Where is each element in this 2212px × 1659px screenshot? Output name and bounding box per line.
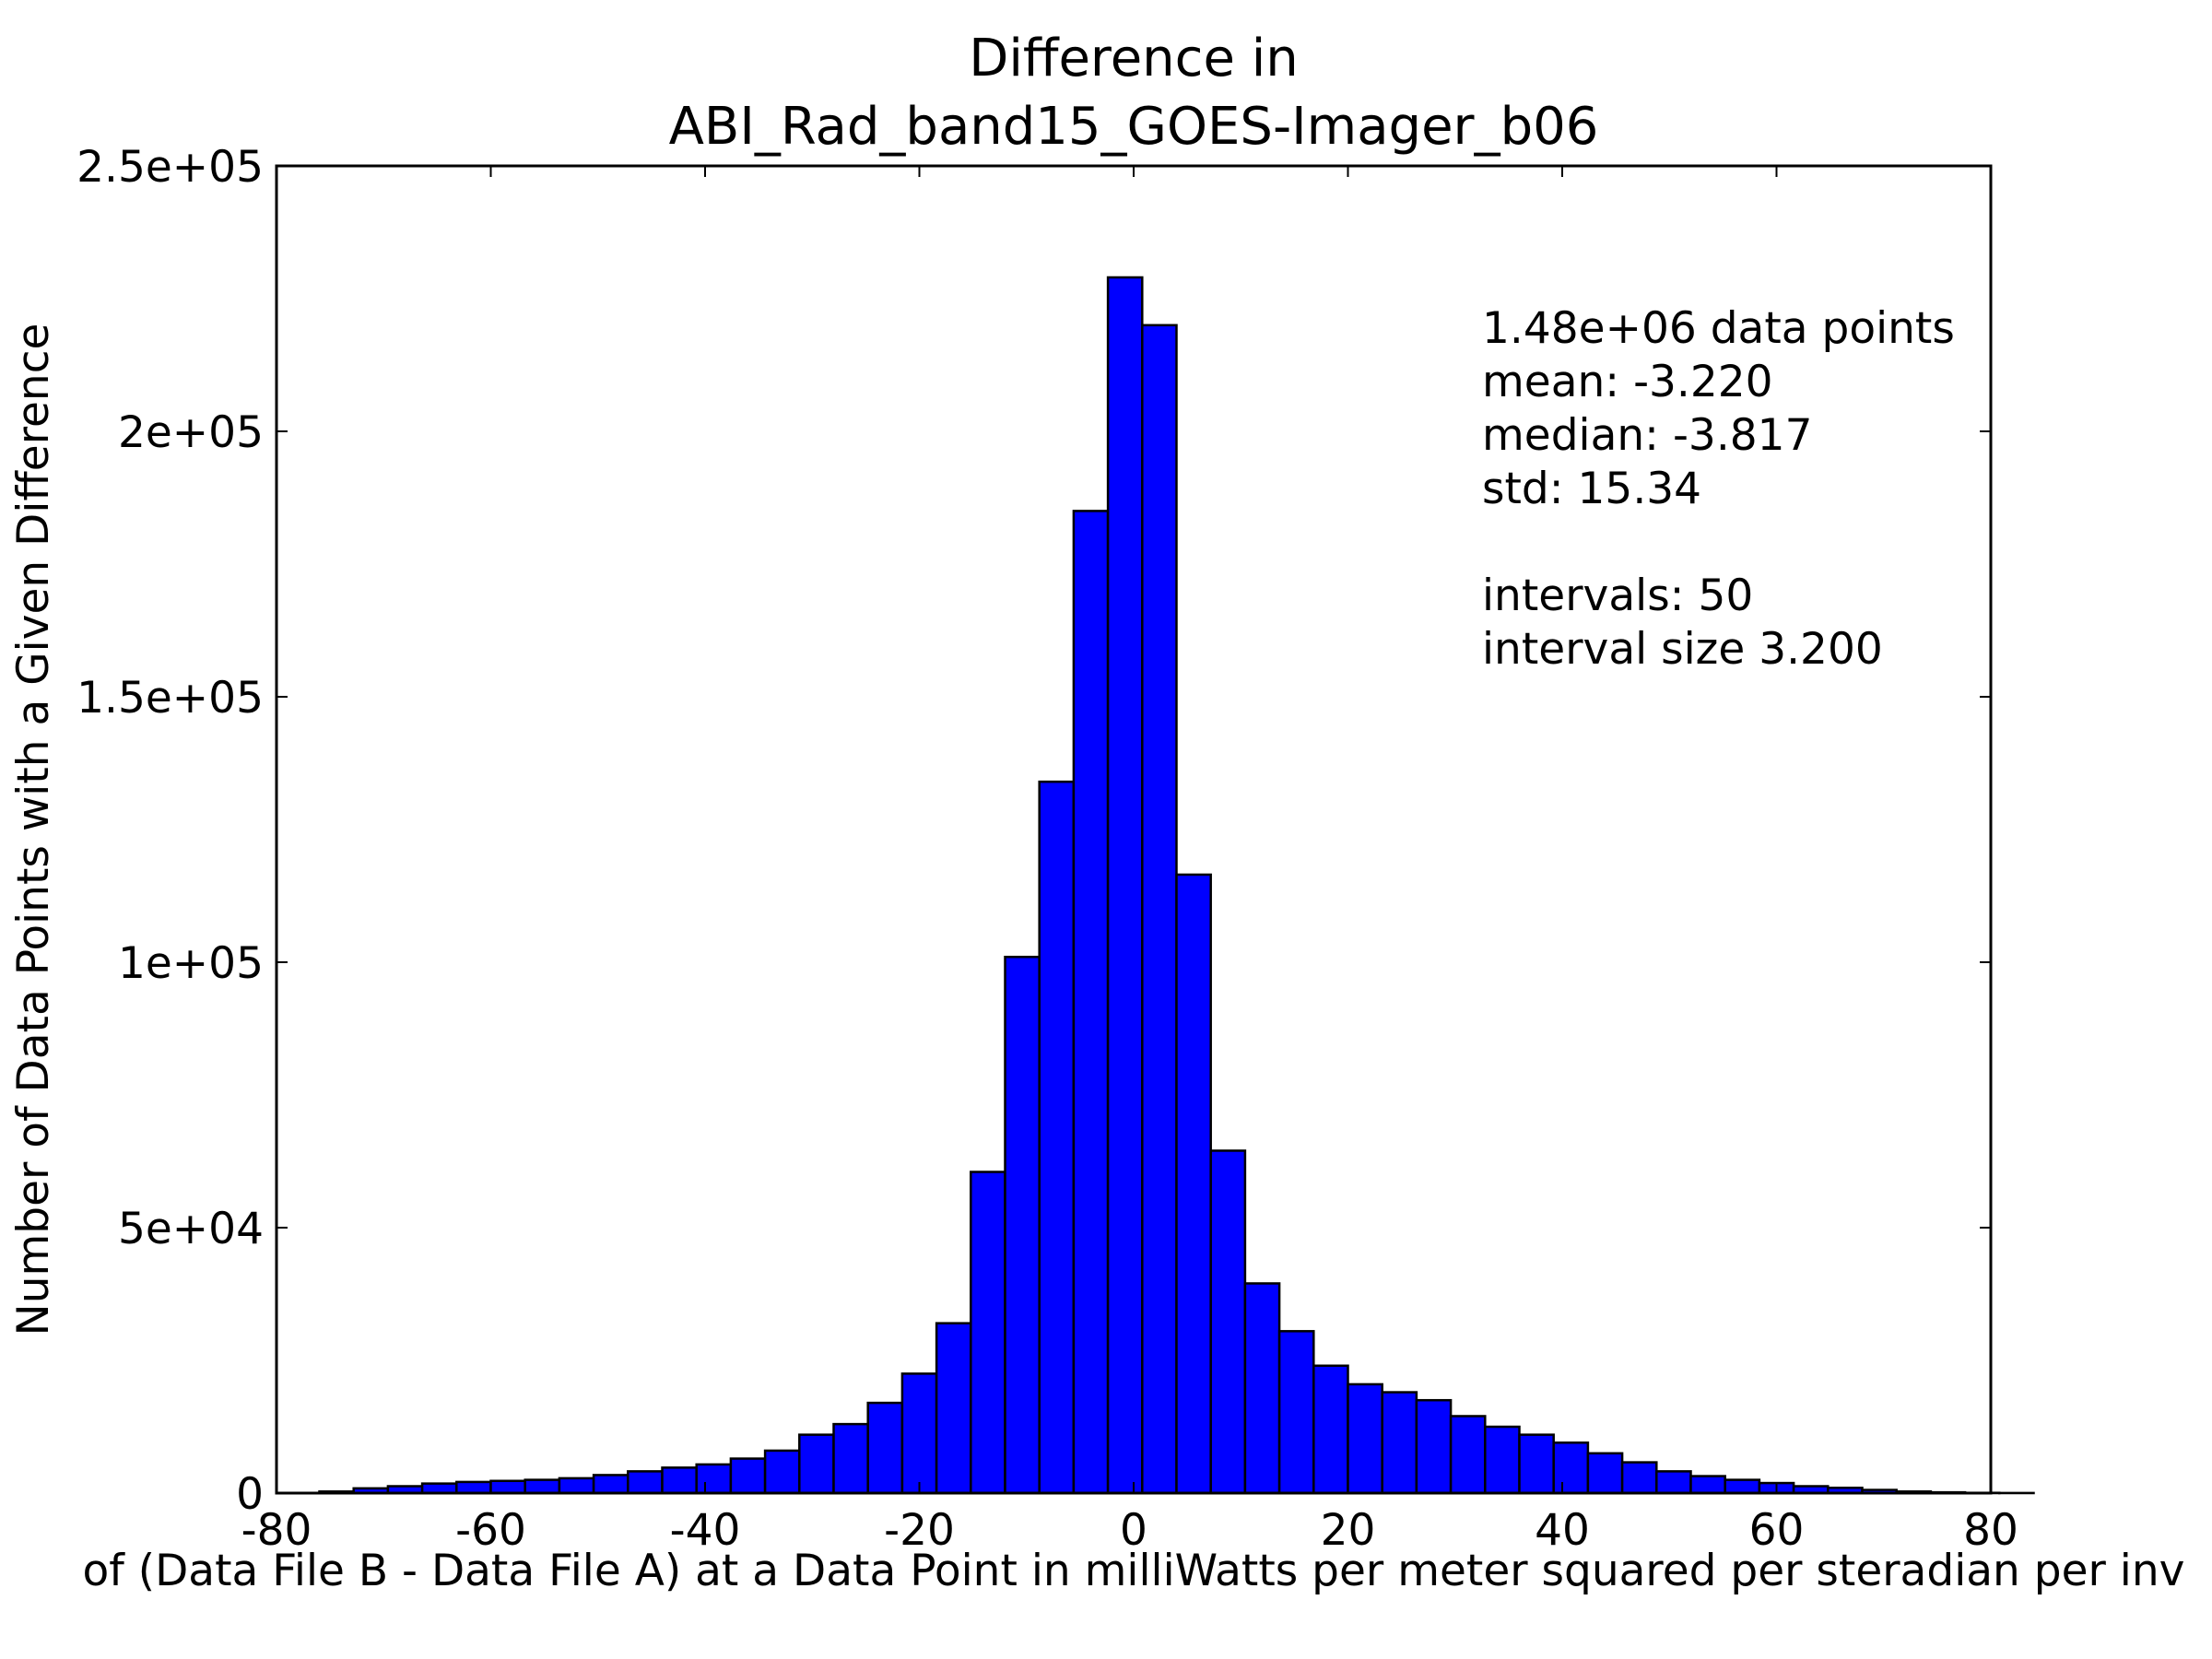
y-axis-label: Number of Data Points with a Given Diffe… xyxy=(8,324,59,1336)
histogram-bar xyxy=(1552,1441,1590,1495)
histogram-bar xyxy=(729,1457,767,1495)
histogram-bar xyxy=(1381,1391,1418,1495)
histogram-bar xyxy=(420,1482,458,1495)
y-tick-label: 2.5e+05 xyxy=(76,142,264,193)
y-axis: 0 5e+04 1e+05 1.5e+05 2e+05 2.5e+05 xyxy=(76,142,1991,1520)
x-tick-label: 60 xyxy=(1749,1505,1805,1556)
histogram-bar xyxy=(1620,1461,1658,1495)
chart-title-line-1: Difference in xyxy=(969,29,1299,88)
histogram-bar xyxy=(695,1463,733,1495)
chart-title-line-2: ABI_Rad_band15_GOES-Imager_b06 xyxy=(669,97,1599,157)
histogram-bar xyxy=(558,1477,595,1495)
histogram-bar xyxy=(1072,510,1110,1495)
histogram-bar xyxy=(1449,1415,1487,1495)
y-tick-label: 0 xyxy=(236,1469,264,1520)
histogram-bar xyxy=(1347,1382,1383,1495)
stats-line: mean: -3.220 xyxy=(1482,357,1773,407)
histogram-bar xyxy=(1484,1425,1521,1495)
histogram-bar xyxy=(935,1322,972,1495)
histogram-bar xyxy=(1518,1433,1555,1495)
x-tick-label: -60 xyxy=(455,1505,526,1556)
histogram-bar xyxy=(1415,1398,1453,1495)
histogram-bar xyxy=(866,1401,904,1495)
histogram-bar xyxy=(1175,873,1212,1495)
y-tick-label: 1e+05 xyxy=(118,938,264,989)
histogram-bar xyxy=(1724,1478,1761,1495)
histogram-bar xyxy=(900,1372,938,1495)
histogram-bar xyxy=(489,1479,526,1495)
stats-line: interval size 3.200 xyxy=(1482,624,1883,675)
stats-line: std: 15.34 xyxy=(1482,464,1701,514)
y-tick-label: 1.5e+05 xyxy=(76,673,264,724)
x-tick-label: 40 xyxy=(1535,1505,1590,1556)
x-tick-label: -40 xyxy=(670,1505,741,1556)
x-axis-label: of (Data File B - Data File A) at a Data… xyxy=(83,1546,2185,1596)
histogram-bar xyxy=(1038,780,1076,1495)
histogram-bar xyxy=(592,1474,629,1495)
histogram-bar xyxy=(1243,1282,1281,1495)
histogram-bar xyxy=(455,1480,492,1495)
histogram-bar xyxy=(1004,955,1041,1495)
histogram-bar xyxy=(661,1466,698,1495)
stats-line: intervals: 50 xyxy=(1482,571,1753,621)
histogram-bar xyxy=(1655,1470,1692,1495)
stats-line: median: -3.817 xyxy=(1482,410,1812,461)
y-tick-label: 2e+05 xyxy=(118,407,264,458)
histogram-bar xyxy=(1277,1330,1315,1495)
histogram-bar xyxy=(1586,1452,1624,1495)
histogram-bar xyxy=(970,1171,1006,1495)
histogram-bar xyxy=(524,1478,561,1495)
histogram-bar xyxy=(1689,1475,1726,1495)
histogram-bar xyxy=(627,1470,664,1495)
x-axis: -80 -60 -40 -20 0 20 40 60 80 xyxy=(241,166,2018,1556)
x-tick-label: -80 xyxy=(241,1505,312,1556)
histogram-bar xyxy=(1141,324,1178,1495)
histogram-bar xyxy=(1209,1149,1247,1495)
stats-line: 1.48e+06 data points xyxy=(1482,303,1955,354)
histogram-bar xyxy=(798,1433,835,1495)
x-tick-label: 20 xyxy=(1321,1505,1376,1556)
histogram-bar xyxy=(832,1422,869,1495)
histogram-bar xyxy=(1312,1364,1349,1495)
histogram-bar xyxy=(763,1449,801,1495)
bar-group xyxy=(318,276,2035,1495)
x-tick-label: 0 xyxy=(1120,1505,1147,1556)
x-tick-label: -20 xyxy=(884,1505,955,1556)
x-tick-label: 80 xyxy=(1963,1505,2018,1556)
y-tick-label: 5e+04 xyxy=(118,1204,264,1254)
histogram-bar xyxy=(1106,276,1144,1495)
